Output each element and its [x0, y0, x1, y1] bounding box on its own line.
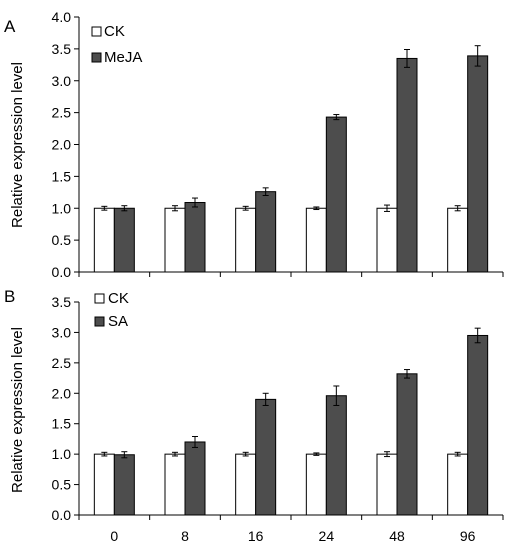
legend-label-ck-a: CK [104, 23, 125, 40]
bar-meja-48 [396, 57, 418, 273]
x-tick-label: 24 [319, 528, 335, 544]
bar-ck-16 [235, 207, 257, 273]
bar-sa-96 [467, 334, 489, 516]
bar-meja-96 [467, 55, 489, 273]
y-tick-label-a: 3.0 [52, 73, 72, 89]
bar-ck-0 [93, 207, 115, 273]
bar-ck-24 [305, 453, 327, 516]
bar-meja-8 [184, 202, 206, 273]
y-tick-label-a: 4.0 [52, 9, 72, 25]
bars-a [93, 45, 489, 273]
y-tick-label-b: 2.0 [52, 385, 72, 401]
y-axis-label-a: Relative expression level [9, 62, 26, 228]
x-tick-label: 16 [248, 528, 264, 544]
x-tick-label: 96 [460, 528, 476, 544]
bar-sa-16 [255, 398, 277, 516]
panel-label-a: A [4, 17, 16, 36]
axes-a [78, 17, 504, 277]
legend-swatch-ck-b [94, 293, 105, 304]
y-tick-label-b: 1.0 [52, 446, 72, 462]
y-tick-label-b: 0.0 [52, 507, 72, 523]
x-ticks-b: 0 8 16 24 48 96 [110, 528, 475, 544]
y-tick-label-a: 2.0 [52, 137, 72, 153]
y-axis-label-b: Relative expression level [9, 327, 26, 493]
y-ticks-b: 0.0 0.5 1.0 1.5 2.0 2.5 3.0 3.5 [52, 294, 79, 523]
y-tick-label-b: 2.5 [52, 355, 72, 371]
y-ticks-a: 0.0 0.5 1.0 1.5 2.0 2.5 3.0 3.5 4.0 [52, 9, 79, 280]
x-tick-label: 0 [110, 528, 118, 544]
bar-ck-48 [376, 207, 398, 273]
y-tick-label-a: 0.0 [52, 264, 72, 280]
legend-label-treatment-b: SA [108, 313, 128, 330]
bar-sa-0 [113, 454, 135, 516]
y-tick-label-a: 3.5 [52, 41, 72, 57]
y-tick-label-a: 2.5 [52, 105, 72, 121]
bar-ck-48 [376, 453, 398, 516]
bar-sa-48 [396, 373, 418, 516]
legend-label-treatment-a: MeJA [104, 49, 142, 66]
bar-ck-8 [164, 207, 186, 273]
bar-ck-96 [447, 453, 469, 516]
legend-swatch-ck-a [91, 26, 102, 37]
bar-ck-96 [447, 207, 469, 273]
legend-swatch-treatment-a [91, 52, 102, 63]
bar-ck-24 [305, 207, 327, 273]
bar-ck-8 [164, 453, 186, 516]
axes-b [78, 302, 504, 520]
legend-b: CK SA [94, 290, 129, 330]
panel-b: B Relative expression level 0.0 0.5 1.0 1.5… [4, 287, 504, 544]
bar-sa-8 [184, 441, 206, 516]
bar-ck-16 [235, 453, 257, 516]
y-tick-label-a: 1.0 [52, 200, 72, 216]
legend-label-ck-b: CK [108, 290, 129, 307]
legend-swatch-treatment-b [94, 316, 105, 327]
y-tick-label-a: 0.5 [52, 232, 72, 248]
bars-b [93, 327, 489, 516]
bar-meja-0 [113, 207, 135, 273]
bar-sa-24 [325, 395, 347, 516]
legend-a: CK MeJA [91, 23, 142, 66]
y-tick-label-a: 1.5 [52, 168, 72, 184]
y-tick-label-b: 0.5 [52, 477, 72, 493]
bar-meja-16 [255, 191, 277, 273]
panel-label-b: B [4, 287, 15, 306]
x-tick-label: 8 [181, 528, 189, 544]
y-tick-label-b: 3.0 [52, 324, 72, 340]
bar-meja-24 [325, 116, 347, 273]
panel-a: A Relative expression level 0.0 0.5 1.0 1.5… [4, 9, 504, 280]
x-tick-label: 48 [389, 528, 405, 544]
bar-ck-0 [93, 453, 115, 516]
y-tick-label-b: 1.5 [52, 416, 72, 432]
y-tick-label-b: 3.5 [52, 294, 72, 310]
